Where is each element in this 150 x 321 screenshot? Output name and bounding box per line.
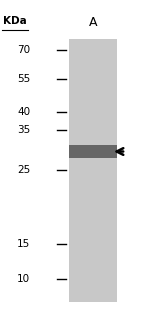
Text: 70: 70 bbox=[17, 45, 30, 55]
Text: 35: 35 bbox=[17, 125, 30, 135]
FancyBboxPatch shape bbox=[69, 145, 117, 158]
Text: 15: 15 bbox=[17, 239, 30, 249]
FancyBboxPatch shape bbox=[69, 39, 117, 302]
Text: 40: 40 bbox=[17, 107, 30, 117]
Text: KDa: KDa bbox=[3, 16, 27, 26]
Text: 55: 55 bbox=[17, 74, 30, 84]
Text: 25: 25 bbox=[17, 165, 30, 175]
Text: 10: 10 bbox=[17, 274, 30, 284]
Text: A: A bbox=[89, 16, 97, 29]
